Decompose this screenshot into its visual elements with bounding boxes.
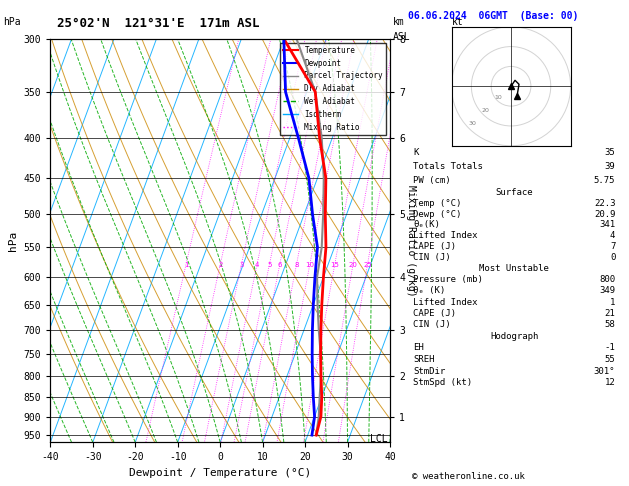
Text: CAPE (J): CAPE (J) <box>413 242 456 251</box>
Text: 7: 7 <box>610 242 615 251</box>
Text: K: K <box>413 148 418 157</box>
Text: Lifted Index: Lifted Index <box>413 231 477 240</box>
Text: 55: 55 <box>604 355 615 364</box>
Text: 22.3: 22.3 <box>594 199 615 208</box>
Text: 21: 21 <box>604 309 615 318</box>
Text: SREH: SREH <box>413 355 435 364</box>
Text: 20: 20 <box>481 108 489 113</box>
Text: ASL: ASL <box>393 32 411 42</box>
Text: EH: EH <box>413 344 424 352</box>
Text: θₑ(K): θₑ(K) <box>413 220 440 229</box>
Text: StmSpd (kt): StmSpd (kt) <box>413 379 472 387</box>
Text: 0: 0 <box>610 253 615 261</box>
Text: CIN (J): CIN (J) <box>413 253 451 261</box>
Text: 8: 8 <box>294 262 299 268</box>
Text: 1: 1 <box>610 297 615 307</box>
Text: 1: 1 <box>184 262 188 268</box>
Text: Most Unstable: Most Unstable <box>479 263 549 273</box>
Text: 30: 30 <box>469 121 476 126</box>
Text: Hodograph: Hodograph <box>490 332 538 341</box>
Legend: Temperature, Dewpoint, Parcel Trajectory, Dry Adiabat, Wet Adiabat, Isotherm, Mi: Temperature, Dewpoint, Parcel Trajectory… <box>280 43 386 135</box>
Text: 25: 25 <box>363 262 372 268</box>
Text: 4: 4 <box>255 262 259 268</box>
Text: hPa: hPa <box>3 17 21 27</box>
Text: -1: -1 <box>604 344 615 352</box>
Text: 5: 5 <box>267 262 272 268</box>
Text: LCL: LCL <box>370 434 388 444</box>
Text: CAPE (J): CAPE (J) <box>413 309 456 318</box>
Y-axis label: hPa: hPa <box>8 230 18 251</box>
Text: 58: 58 <box>604 320 615 330</box>
Text: 2: 2 <box>218 262 223 268</box>
Text: 10: 10 <box>306 262 314 268</box>
Text: km: km <box>393 17 405 27</box>
Text: 25°02'N  121°31'E  171m ASL: 25°02'N 121°31'E 171m ASL <box>57 17 259 30</box>
Text: Dewp (°C): Dewp (°C) <box>413 209 462 219</box>
Text: 4: 4 <box>610 231 615 240</box>
Text: 349: 349 <box>599 286 615 295</box>
Y-axis label: Mixing Ratio (g/kg): Mixing Ratio (g/kg) <box>406 185 416 296</box>
Text: 5.75: 5.75 <box>594 176 615 185</box>
Text: Temp (°C): Temp (°C) <box>413 199 462 208</box>
Text: 800: 800 <box>599 275 615 284</box>
Text: 12: 12 <box>604 379 615 387</box>
Text: 35: 35 <box>604 148 615 157</box>
Text: Pressure (mb): Pressure (mb) <box>413 275 483 284</box>
Text: 15: 15 <box>330 262 339 268</box>
Text: 301°: 301° <box>594 367 615 376</box>
Text: 341: 341 <box>599 220 615 229</box>
Text: 10: 10 <box>494 95 502 100</box>
Text: kt: kt <box>452 17 464 27</box>
Text: 20.9: 20.9 <box>594 209 615 219</box>
Text: © weatheronline.co.uk: © weatheronline.co.uk <box>412 472 525 481</box>
Text: 06.06.2024  06GMT  (Base: 00): 06.06.2024 06GMT (Base: 00) <box>408 11 578 21</box>
Text: 39: 39 <box>604 162 615 171</box>
Text: CIN (J): CIN (J) <box>413 320 451 330</box>
Text: Lifted Index: Lifted Index <box>413 297 477 307</box>
Text: PW (cm): PW (cm) <box>413 176 451 185</box>
Text: Surface: Surface <box>496 188 533 197</box>
Text: 20: 20 <box>348 262 357 268</box>
Text: θₑ (K): θₑ (K) <box>413 286 445 295</box>
Text: 6: 6 <box>277 262 282 268</box>
X-axis label: Dewpoint / Temperature (°C): Dewpoint / Temperature (°C) <box>129 468 311 478</box>
Text: 3: 3 <box>239 262 244 268</box>
Text: StmDir: StmDir <box>413 367 445 376</box>
Text: Totals Totals: Totals Totals <box>413 162 483 171</box>
